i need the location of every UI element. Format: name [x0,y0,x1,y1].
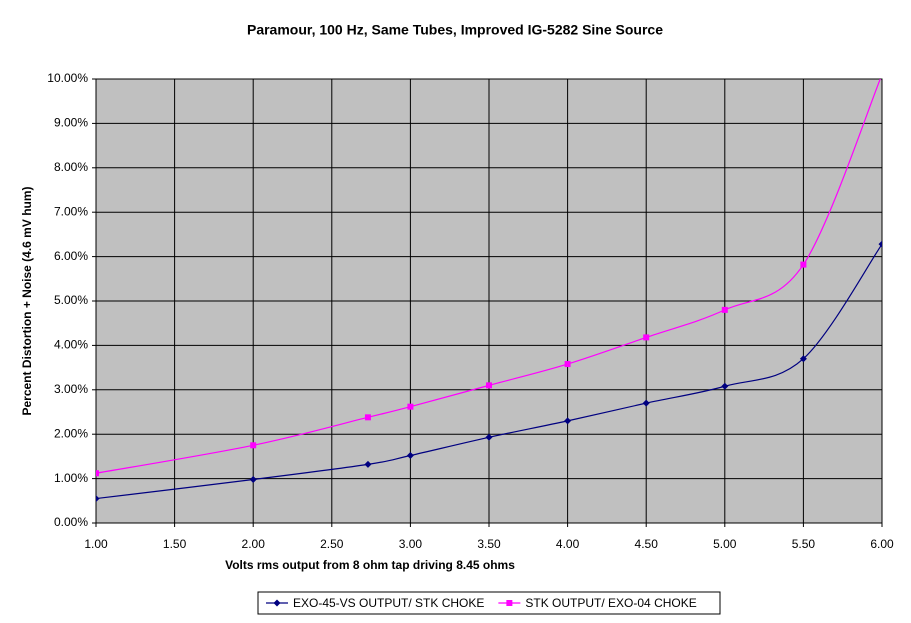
x-tick-label: 5.50 [792,537,816,551]
data-point [799,355,807,363]
data-point [564,417,572,425]
y-tick-label: 4.00% [54,338,88,352]
x-tick-label: 3.50 [477,537,501,551]
x-tick-label: 4.50 [635,537,659,551]
y-axis-label: Percent Distortion + Noise (4.6 mV hum) [20,186,34,415]
data-point [643,334,650,341]
plot-area: 0.00% 1.00% 2.00% 3.00% 4.00% 5.00% 6.00% 7.00%… [47,71,894,551]
data-point [249,475,257,483]
x-tick-label: 2.00 [242,537,266,551]
y-tick-label: 10.00% [47,71,88,85]
plot-border [95,78,883,524]
data-point [273,599,281,607]
data-point [879,72,885,78]
legend-label: STK OUTPUT/ EXO-04 CHOKE [525,596,696,610]
legend-box [257,591,721,615]
data-point [564,361,571,368]
y-tick-label: 3.00% [54,382,88,396]
data-point [486,382,492,389]
data-point [642,399,650,407]
y-tick-label: 5.00% [54,293,88,307]
data-point [800,261,807,268]
y-tick-label: 8.00% [54,160,88,174]
x-tick-label: 6.00 [870,537,894,551]
legend-label: EXO-45-VS OUTPUT/ STK CHOKE [293,596,484,610]
x-tick-label: 4.00 [556,537,580,551]
data-point [250,442,257,449]
x-tick-label: 5.00 [713,537,737,551]
y-tick-label: 7.00% [54,204,88,218]
data-point [364,414,371,421]
x-tick-label: 3.00 [399,537,423,551]
y-tick-label: 6.00% [54,249,88,263]
data-point [364,460,372,468]
series-line [96,79,881,474]
data-point [721,382,729,390]
data-point [406,452,414,460]
chart-title: Paramour, 100 Hz, Same Tubes, Improved I… [247,22,663,38]
data-point [96,470,99,477]
series-layer [96,72,885,503]
data-point [485,433,493,441]
data-point [96,495,100,503]
data-point [721,306,728,313]
y-tick-label: 0.00% [54,515,88,529]
data-point [407,403,414,410]
x-tick-label: 1.00 [84,537,108,551]
y-tick-label: 2.00% [54,426,88,440]
x-tick-label: 2.50 [320,537,344,551]
y-tick-label: 1.00% [54,471,88,485]
legend: EXO-45-VS OUTPUT/ STK CHOKE STK OUTPUT/ E… [257,591,721,615]
x-tick-label: 1.50 [163,537,187,551]
x-axis-label: Volts rms output from 8 ohm tap driving … [225,558,515,572]
data-point [878,240,882,248]
series-line [96,243,882,500]
y-tick-label: 9.00% [54,116,88,130]
data-point [506,600,513,606]
